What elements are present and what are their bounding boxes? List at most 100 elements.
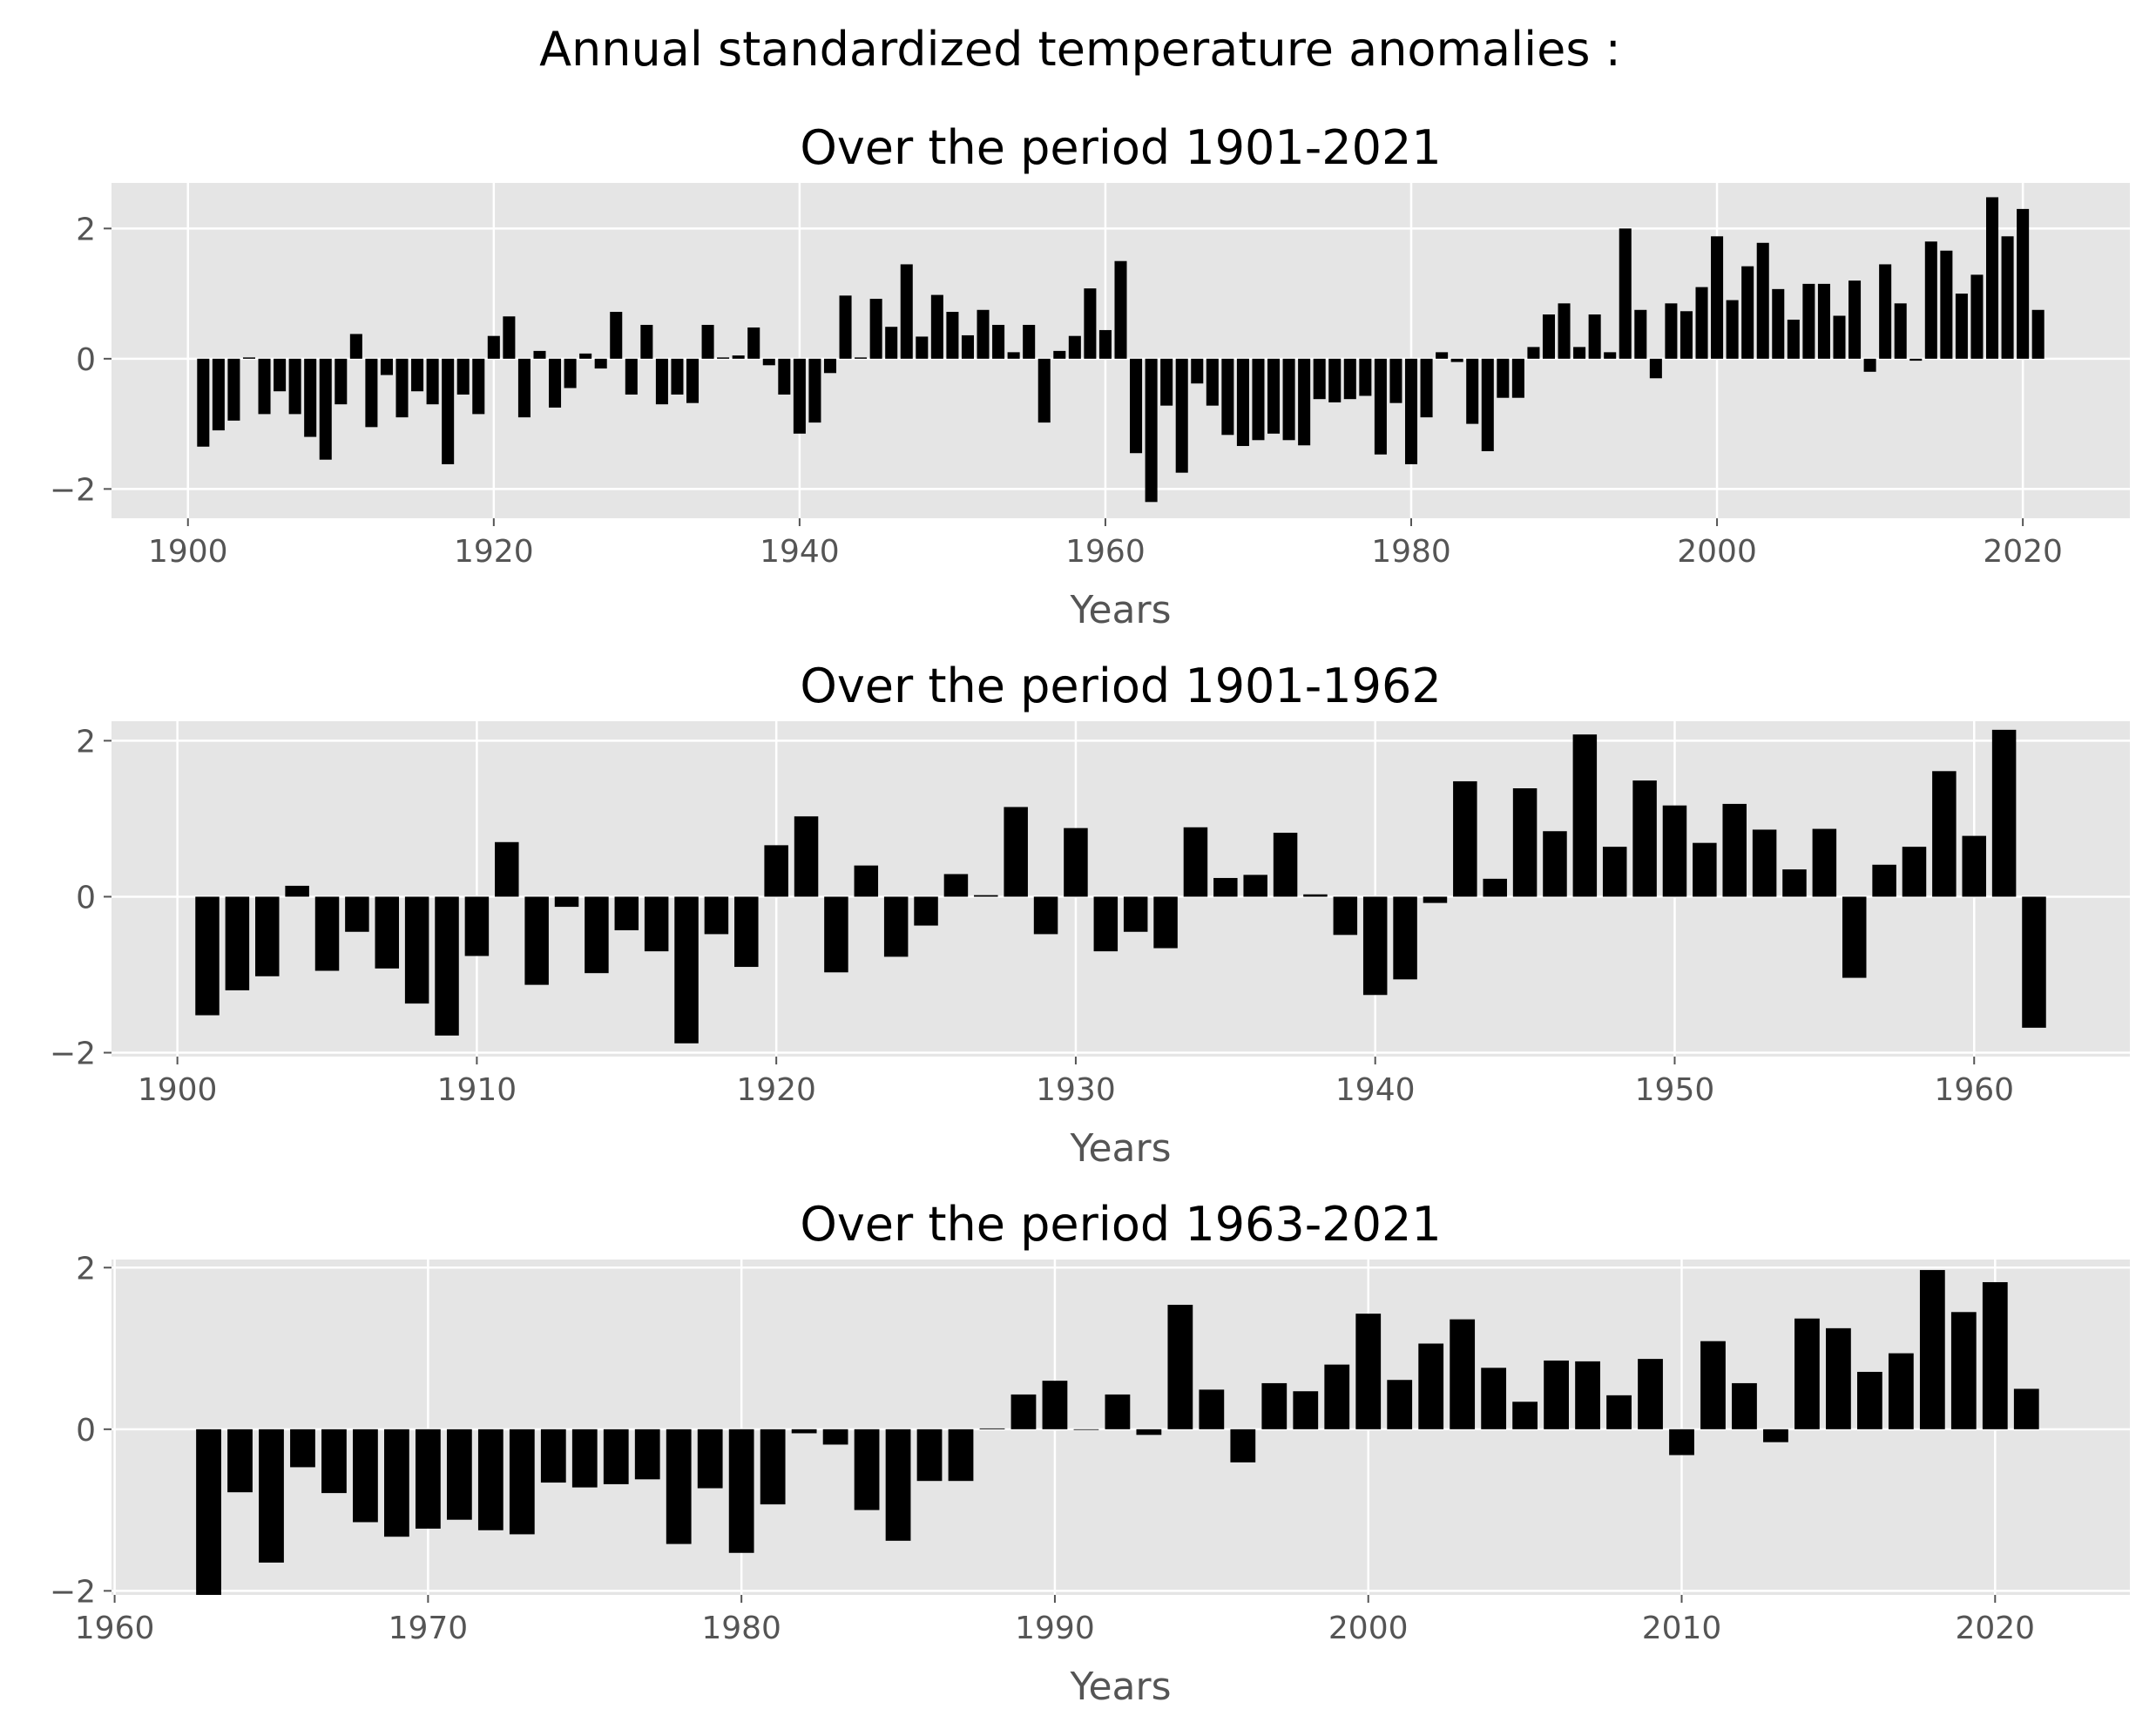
bar-1960 [1098,329,1112,359]
bar-2009 [1638,1359,1663,1429]
bar-1903 [255,896,280,976]
x-tick-label: 1970 [389,1611,469,1646]
bar-2006 [1802,283,1815,359]
bar-1913 [380,358,393,375]
bar-1904 [285,885,309,897]
x-tick-label: 1910 [437,1072,517,1108]
bar-1910 [335,358,348,405]
y-tick-label: 0 [76,342,96,378]
y-tick-label: 0 [76,1413,96,1449]
bar-1954 [1007,352,1020,359]
bar-1982 [791,1429,817,1434]
bar-1930 [640,324,653,359]
bar-1953 [992,324,1005,359]
bar-1929 [625,358,638,395]
bar-1937 [747,327,760,359]
bar-1948 [916,336,929,359]
bar-1945 [1512,788,1538,897]
bar-2015 [1940,250,1953,359]
bar-1905 [314,896,340,971]
bar-1982 [1436,352,1449,359]
bar-1933 [686,358,700,403]
bar-2019 [2001,236,2014,359]
bar-1964 [227,1429,253,1493]
bar-1910 [464,896,490,956]
bar-1994 [1167,1304,1193,1429]
bar-1951 [1693,842,1717,897]
bar-2020 [2017,208,2030,359]
bar-1913 [554,896,579,908]
bar-1995 [1199,1389,1225,1429]
bar-1949 [1632,780,1657,897]
x-tick-label: 1980 [1371,534,1451,570]
bar-1938 [762,358,775,366]
bar-1991 [1073,1429,1099,1430]
bar-1921 [503,316,516,359]
bar-1967 [321,1429,347,1494]
bar-1974 [1313,358,1326,400]
bar-2001 [1726,300,1739,359]
bar-1916 [644,896,669,952]
bar-1952 [977,309,990,359]
bar-1920 [487,335,500,359]
bar-1917 [442,358,455,464]
bar-1976 [603,1429,629,1484]
bar-2004 [1772,288,1785,359]
bar-2021 [2013,1388,2039,1429]
bar-1925 [914,896,938,926]
bar-1919 [472,358,485,415]
bar-1991 [1573,347,1586,359]
x-tick-label: 1900 [148,534,228,570]
x-tick-label: 1950 [1635,1072,1715,1108]
x-tick-label: 2020 [1983,534,2063,570]
bar-2019 [1950,1312,1977,1429]
bar-1981 [1420,358,1433,418]
bar-1997 [1261,1382,1288,1429]
bar-1915 [614,896,639,930]
bar-1992 [1588,314,1601,359]
bar-1946 [885,327,898,359]
bar-1937 [1273,833,1298,897]
bar-1971 [446,1429,472,1520]
x-tick-label: 1940 [1335,1072,1416,1108]
bar-1970 [1252,358,1265,441]
bar-1911 [495,841,519,897]
bar-2004 [1481,1368,1507,1429]
bar-2016 [1955,294,1968,359]
x-tick-label: 1940 [760,534,840,570]
bar-1903 [227,358,240,421]
bar-1908 [304,358,317,437]
bar-1955 [1023,324,1036,359]
bar-1916 [426,358,439,405]
bar-1965 [1175,358,1188,473]
bar-1961 [1991,729,2017,897]
bar-1914 [395,358,409,418]
bar-1904 [242,357,255,359]
bar-2009 [1848,280,1862,359]
bar-1939 [1333,896,1358,936]
bar-1926 [943,874,969,897]
bar-1914 [585,896,609,974]
bar-1999 [1695,287,1708,359]
bar-1972 [477,1429,504,1530]
bar-1959 [1932,771,1957,897]
bar-1962 [1130,358,1143,454]
y-tick-label: −2 [50,472,96,508]
bar-1966 [290,1429,315,1468]
bar-2002 [1418,1343,1444,1429]
bar-1996 [1230,1429,1256,1462]
x-tick-label: 2000 [1328,1611,1409,1646]
bar-1981 [760,1429,786,1505]
bar-1906 [345,896,369,932]
bar-2018 [1986,197,1999,359]
bar-1975 [571,1429,598,1488]
bar-1969 [1236,358,1249,447]
bar-1924 [549,358,562,408]
bar-1931 [655,358,668,405]
bar-2012 [1732,1382,1757,1429]
bar-1985 [1481,358,1494,451]
bar-1960 [1962,835,1986,897]
bar-1912 [365,358,378,428]
chart-panel-1: Over the period 1901-2021 1900 1920 1940 196… [50,120,2130,632]
